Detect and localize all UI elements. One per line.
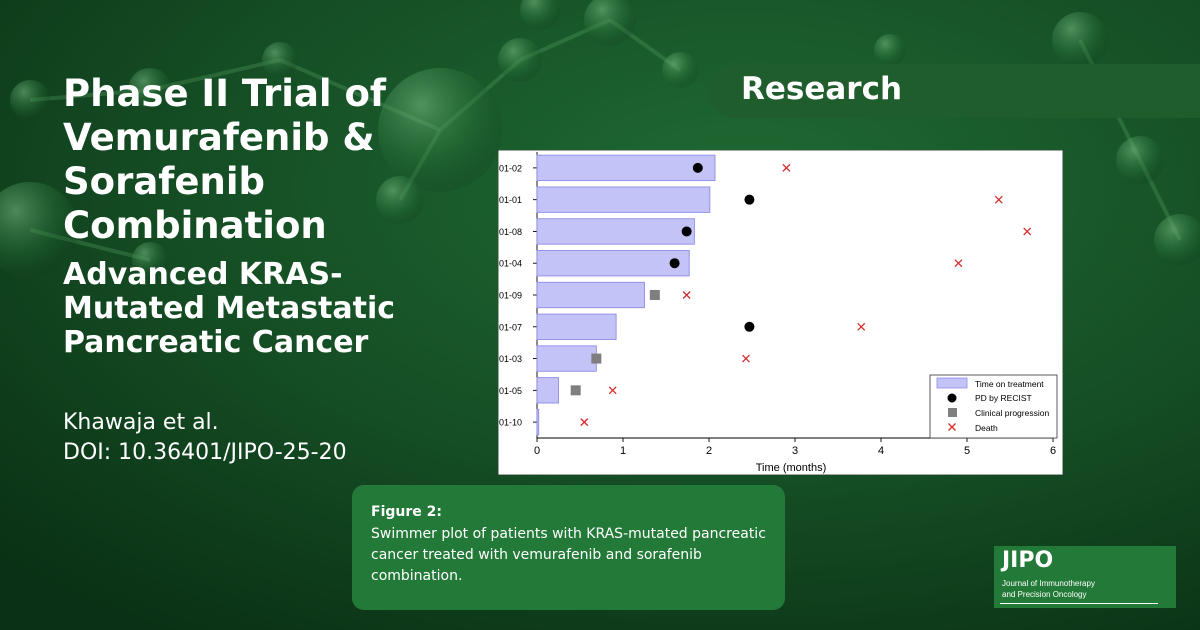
x-tick-label: 5 <box>964 445 970 457</box>
death-marker <box>954 259 963 268</box>
legend-label: Clinical progression <box>975 408 1049 418</box>
headline: Phase II Trial of Vemurafenib & Sorafeni… <box>63 72 463 248</box>
death-marker <box>994 195 1003 204</box>
treatment-bar <box>536 186 711 213</box>
treatment-bar <box>536 281 645 309</box>
death-marker <box>682 291 691 299</box>
treatment-bar <box>536 408 540 436</box>
y-tick-label: 01-03 <box>499 354 522 364</box>
legend: Time on treatment PD by RECIST Clinical … <box>929 374 1058 439</box>
journal-name: Journal of Immunotherapy and Precision O… <box>1002 578 1172 600</box>
pd-recist-marker <box>744 321 755 332</box>
x-tick-label: 0 <box>534 445 540 457</box>
legend-swatch-death <box>948 423 956 431</box>
caption-text: Swimmer plot of patients with KRAS-mutat… <box>371 526 766 584</box>
legend-swatch-bar <box>936 377 968 389</box>
legend-label: PD by RECIST <box>975 393 1032 403</box>
authors: Khawaja et al. <box>63 410 219 435</box>
clinical-progression-marker <box>570 385 581 396</box>
doi: DOI: 10.36401/JIPO-25-20 <box>63 440 347 465</box>
treatment-bar <box>536 250 690 277</box>
treatment-bar <box>536 313 617 340</box>
headline-line: Sorafenib <box>63 160 265 203</box>
treatment-bar <box>536 345 597 372</box>
x-tick-label: 2 <box>706 445 712 457</box>
y-tick-label: 01-02 <box>499 163 522 173</box>
subtitle: Advanced KRAS- Mutated Metastatic Pancre… <box>63 258 463 360</box>
pd-recist-marker <box>681 226 692 237</box>
y-tick-label: 01-08 <box>499 227 522 237</box>
category-tag: Research <box>708 64 1200 118</box>
headline-line: Vemurafenib & <box>63 116 375 159</box>
treatment-bar <box>536 154 716 182</box>
x-axis-label: Time (months) <box>756 462 827 474</box>
legend-swatch-clinical <box>948 408 957 417</box>
category-tag-label: Research <box>741 71 903 107</box>
pd-recist-marker <box>692 162 703 173</box>
logo-rule <box>1000 603 1158 604</box>
clinical-progression-marker <box>591 353 602 364</box>
treatment-bar <box>536 377 559 404</box>
y-tick-label: 01-09 <box>499 291 522 301</box>
x-tick-label: 4 <box>878 445 884 457</box>
headline-line: Combination <box>63 204 327 247</box>
subtitle-line: Mutated Metastatic <box>63 291 396 326</box>
death-marker <box>1023 227 1032 236</box>
caption-title: Figure 2: <box>371 504 442 520</box>
subtitle-line: Pancreatic Cancer <box>63 325 369 360</box>
pd-recist-marker <box>669 258 680 269</box>
journal-name-line: Journal of Immunotherapy <box>1002 579 1095 588</box>
death-marker <box>742 354 750 363</box>
y-tick-label: 01-04 <box>499 259 522 269</box>
y-tick-label: 01-01 <box>499 195 522 205</box>
legend-label: Death <box>975 423 998 433</box>
death-marker <box>857 322 866 331</box>
death-marker <box>580 418 589 427</box>
clinical-progression-marker <box>649 290 660 300</box>
headline-line: Phase II Trial of <box>63 72 386 115</box>
death-marker <box>782 163 791 172</box>
legend-swatch-pd <box>947 393 957 403</box>
y-tick-label: 01-10 <box>499 418 522 428</box>
journal-name-line: and Precision Oncology <box>1002 590 1087 599</box>
legend-label: Time on treatment <box>975 379 1044 389</box>
journal-abbreviation: JIPO <box>1002 548 1054 573</box>
y-tick-label: 01-05 <box>499 386 522 396</box>
swimmer-plot: 0 1 2 3 4 5 6 01-02 01-01 01-08 01-04 01-09 01-07 01-… <box>498 150 1063 475</box>
citation: Khawaja et al. DOI: 10.36401/JIPO-25-20 <box>63 408 347 468</box>
x-tick-label: 1 <box>620 445 626 457</box>
y-tick-label: 01-07 <box>499 322 522 332</box>
x-tick-label: 6 <box>1050 445 1056 457</box>
pd-recist-marker <box>744 194 755 205</box>
death-marker <box>608 386 617 395</box>
journal-logo: JIPO Journal of Immunotherapy and Precis… <box>994 546 1176 608</box>
x-tick-label: 3 <box>792 445 798 457</box>
molecule-orbs <box>0 0 1200 278</box>
figure-caption: Figure 2: Swimmer plot of patients with … <box>352 485 785 610</box>
treatment-bar <box>536 218 695 245</box>
subtitle-line: Advanced KRAS- <box>63 257 343 292</box>
